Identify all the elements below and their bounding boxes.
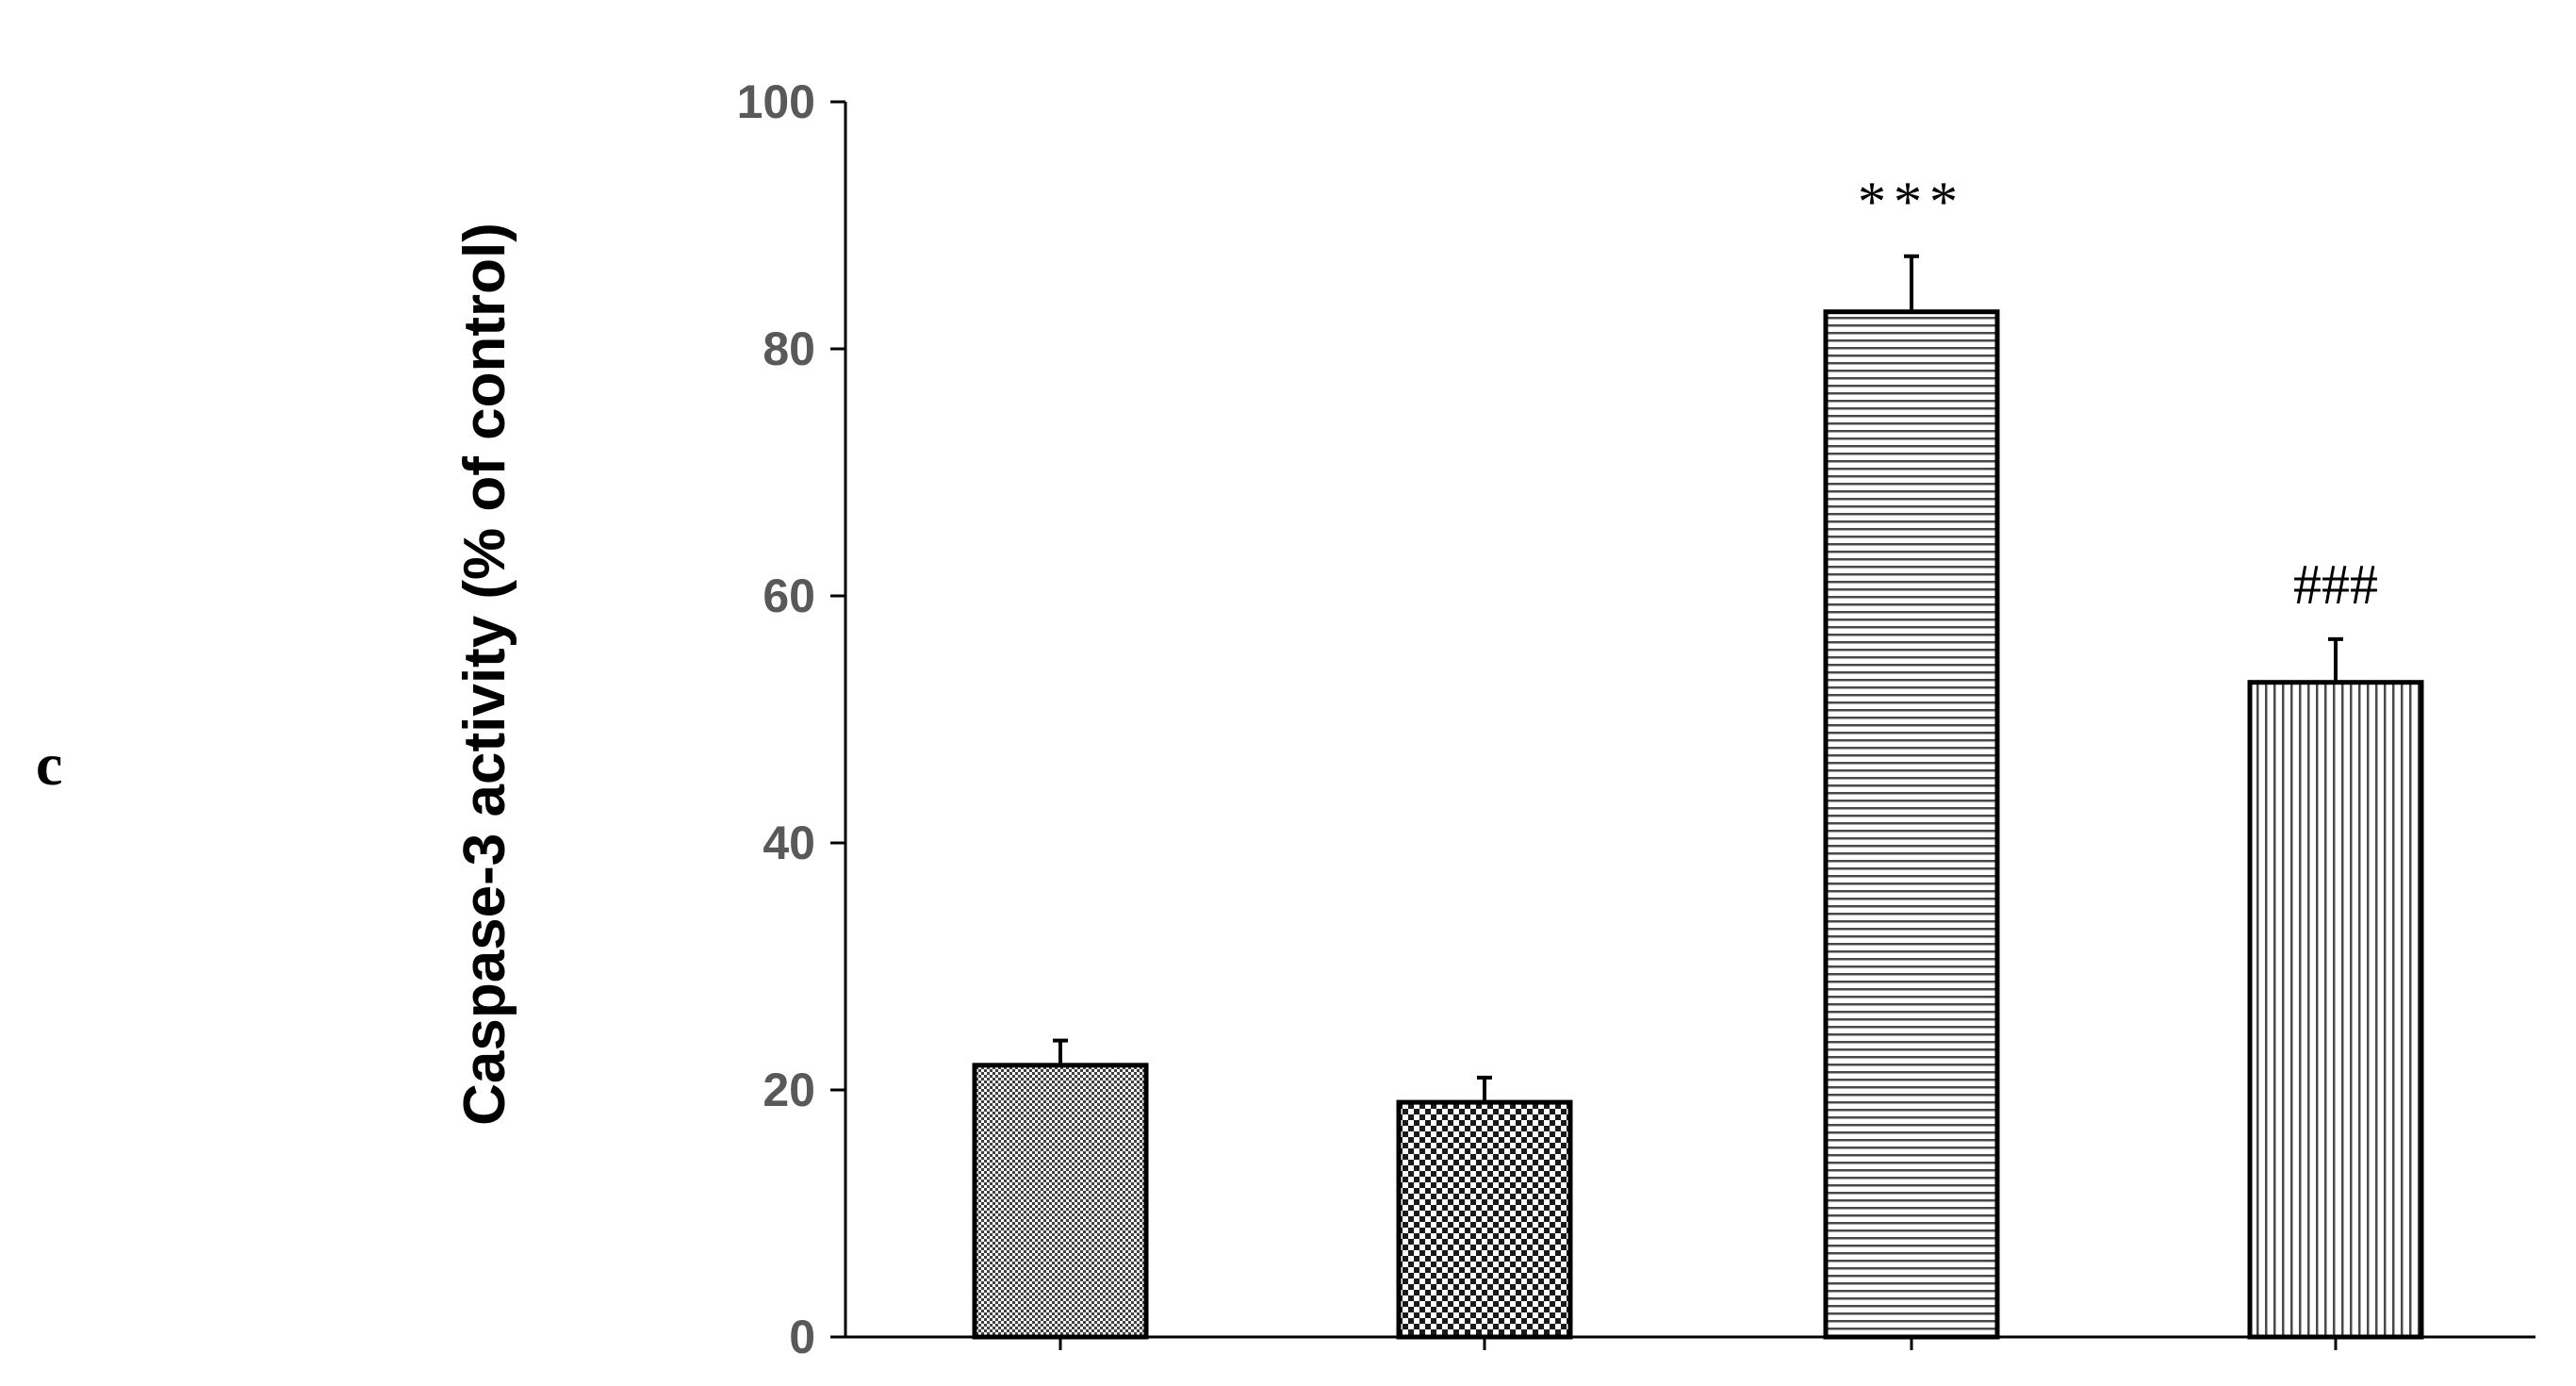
y-tick-label: 80 — [763, 322, 815, 375]
y-tick-label: 40 — [763, 817, 815, 869]
significance-annotations: *** ### — [1858, 171, 2378, 616]
axes — [844, 102, 2535, 1350]
bar-1 — [972, 1063, 1149, 1340]
y-tick-label: 100 — [737, 75, 815, 128]
panel-label: c — [36, 731, 62, 798]
annotation-3: *** — [1858, 171, 1965, 233]
bars — [972, 309, 2424, 1340]
bar-3 — [1823, 309, 2000, 1340]
annotation-4: ### — [2293, 553, 2378, 616]
y-tick-label: 0 — [789, 1311, 815, 1363]
y-tick-label: 60 — [763, 569, 815, 622]
y-axis-label-group: Caspase-3 activity (% of control) — [452, 223, 517, 1126]
y-axis-label: Caspase-3 activity (% of control) — [452, 223, 517, 1126]
bar-4 — [2247, 680, 2424, 1340]
y-tick-label: 20 — [763, 1064, 815, 1116]
bar-2 — [1396, 1099, 1573, 1340]
y-axis-ticks: 0 20 40 60 80 100 — [737, 75, 845, 1363]
error-bars — [1053, 254, 2343, 1103]
